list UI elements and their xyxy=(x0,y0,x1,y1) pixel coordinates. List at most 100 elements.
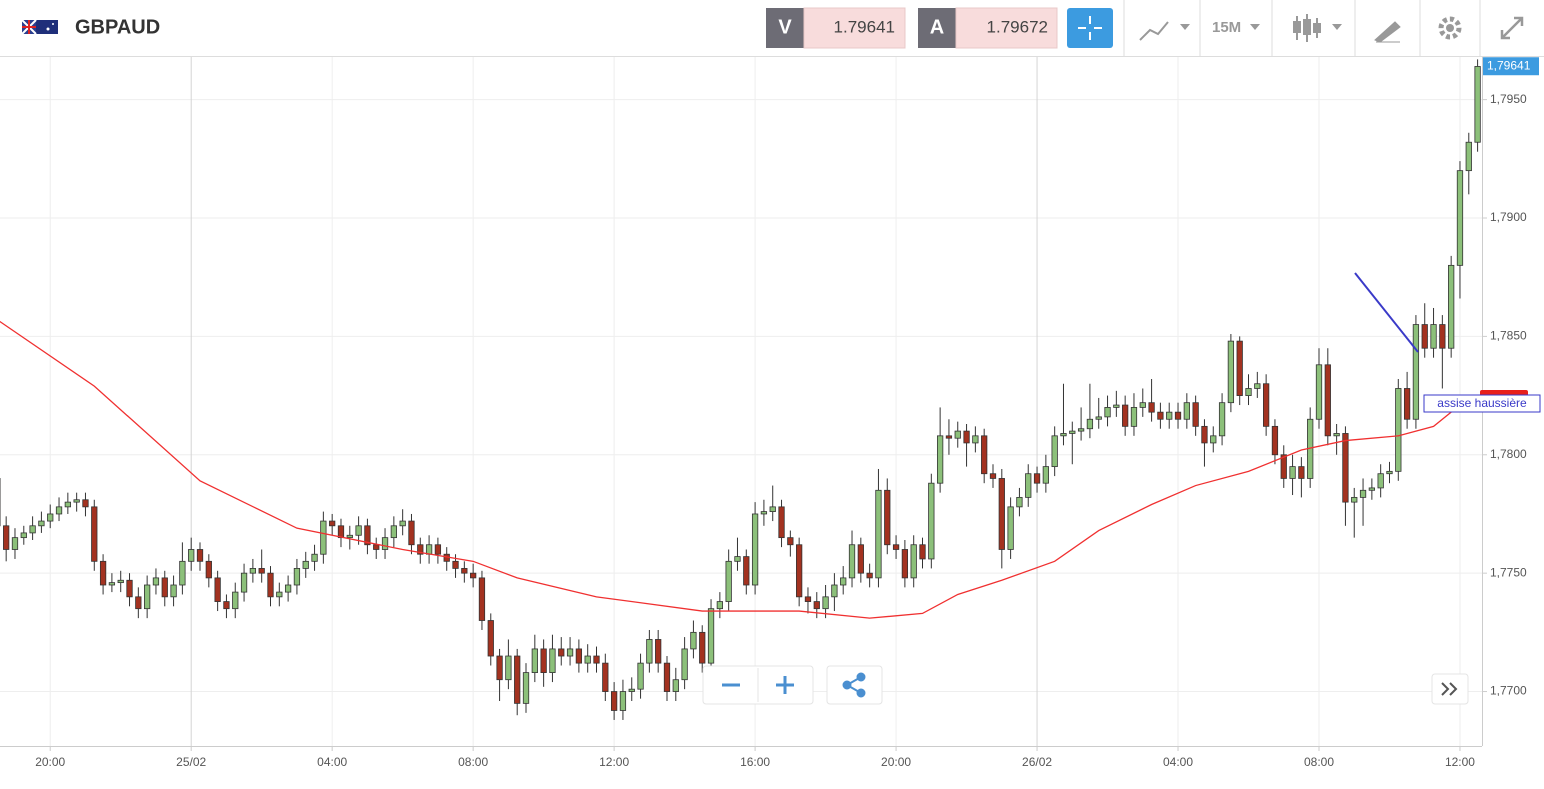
candle-body xyxy=(1202,426,1207,443)
candle-body xyxy=(224,602,229,609)
x-tick-label: 25/02 xyxy=(176,755,206,769)
candle-body xyxy=(1096,417,1101,419)
candle-body xyxy=(1440,325,1445,349)
candle-body xyxy=(1475,66,1480,142)
timeframe[interactable]: 15M xyxy=(1212,19,1241,36)
candle-body xyxy=(144,585,149,609)
candle-body xyxy=(470,573,475,578)
candle-body xyxy=(453,561,458,568)
candle-body xyxy=(1052,436,1057,467)
candle-body xyxy=(1149,403,1154,412)
y-tick-label: 1,7950 xyxy=(1490,92,1527,106)
candle-body xyxy=(1448,265,1453,348)
candle-body xyxy=(788,538,793,545)
candle-body xyxy=(180,561,185,585)
candle-body xyxy=(1017,497,1022,506)
candle-body xyxy=(250,568,255,573)
crosshair-button[interactable] xyxy=(1067,8,1113,48)
candle-body xyxy=(197,549,202,561)
x-tick-label: 04:00 xyxy=(317,755,347,769)
candle-body xyxy=(937,436,942,483)
candle-body xyxy=(655,639,660,663)
scroll-right[interactable] xyxy=(1432,674,1468,704)
candle-body xyxy=(268,573,273,597)
candle-body xyxy=(550,649,555,673)
candle-body xyxy=(638,663,643,689)
annotation: assise haussière xyxy=(1437,396,1527,410)
candle-body xyxy=(391,526,396,538)
candle-body xyxy=(1290,467,1295,479)
candle-body xyxy=(682,649,687,680)
share-button[interactable] xyxy=(827,666,882,704)
candle-body xyxy=(233,592,238,609)
candle-body xyxy=(567,649,572,656)
candle-body xyxy=(400,521,405,526)
candle-body xyxy=(1422,325,1427,349)
candle-body xyxy=(1272,426,1277,454)
candle-body xyxy=(1043,467,1048,484)
candle-body xyxy=(92,507,97,561)
candle-body xyxy=(929,483,934,559)
candle-body xyxy=(259,568,264,573)
x-tick-label: 08:00 xyxy=(458,755,488,769)
x-tick-label: 12:00 xyxy=(599,755,629,769)
candle-body xyxy=(1211,436,1216,443)
candle-body xyxy=(532,649,537,673)
candle-body xyxy=(594,656,599,663)
y-tick-label: 1,7800 xyxy=(1490,447,1527,461)
candle-body xyxy=(1466,142,1471,170)
candle-body xyxy=(312,554,317,561)
candle-body xyxy=(744,557,749,585)
candle-body xyxy=(603,663,608,691)
candle-body xyxy=(964,431,969,443)
candle-body xyxy=(294,568,299,585)
candle-body xyxy=(329,521,334,526)
candle-body xyxy=(1061,433,1066,435)
candle-body xyxy=(1219,403,1224,436)
candle-body xyxy=(1299,467,1304,479)
candle-body xyxy=(832,585,837,597)
candle-body xyxy=(136,597,141,609)
candle-body xyxy=(1193,403,1198,427)
candle-body xyxy=(188,549,193,561)
x-tick-label: 08:00 xyxy=(1304,755,1334,769)
candle-body xyxy=(920,545,925,559)
x-tick-label: 26/02 xyxy=(1022,755,1052,769)
candle-body xyxy=(109,583,114,585)
candle-body xyxy=(373,545,378,550)
candle-body xyxy=(708,609,713,663)
candle-body xyxy=(902,549,907,577)
candles-icon[interactable] xyxy=(1294,14,1320,42)
candle-body xyxy=(127,580,132,597)
candle-body xyxy=(435,545,440,554)
candle-body xyxy=(911,545,916,578)
ask-price: 1.79672 xyxy=(987,17,1048,36)
candle-body xyxy=(479,578,484,621)
trend-line[interactable] xyxy=(1355,273,1418,352)
candle-body xyxy=(74,500,79,502)
x-tick-label: 20:00 xyxy=(35,755,65,769)
last-price-label: 1,79641 xyxy=(1487,58,1531,72)
candle-body xyxy=(885,490,890,544)
candle-body xyxy=(47,514,52,521)
candle-body xyxy=(752,514,757,585)
candle-body xyxy=(1237,341,1242,395)
candle-body xyxy=(497,656,502,680)
candle-body xyxy=(83,500,88,507)
candle-body xyxy=(1246,388,1251,395)
candle-body xyxy=(356,526,361,535)
candle-body xyxy=(779,507,784,538)
candle-body xyxy=(12,538,17,550)
candle-body xyxy=(56,507,61,514)
candle-body xyxy=(1070,431,1075,433)
candle-body xyxy=(1316,365,1321,419)
candle-body xyxy=(1263,384,1268,427)
candle-body xyxy=(1369,488,1374,490)
candle-body xyxy=(100,561,105,585)
candle-body xyxy=(1158,412,1163,419)
candle-body xyxy=(585,656,590,663)
candle-body xyxy=(1413,325,1418,420)
candle-body xyxy=(999,478,1004,549)
candle-body xyxy=(1087,419,1092,428)
